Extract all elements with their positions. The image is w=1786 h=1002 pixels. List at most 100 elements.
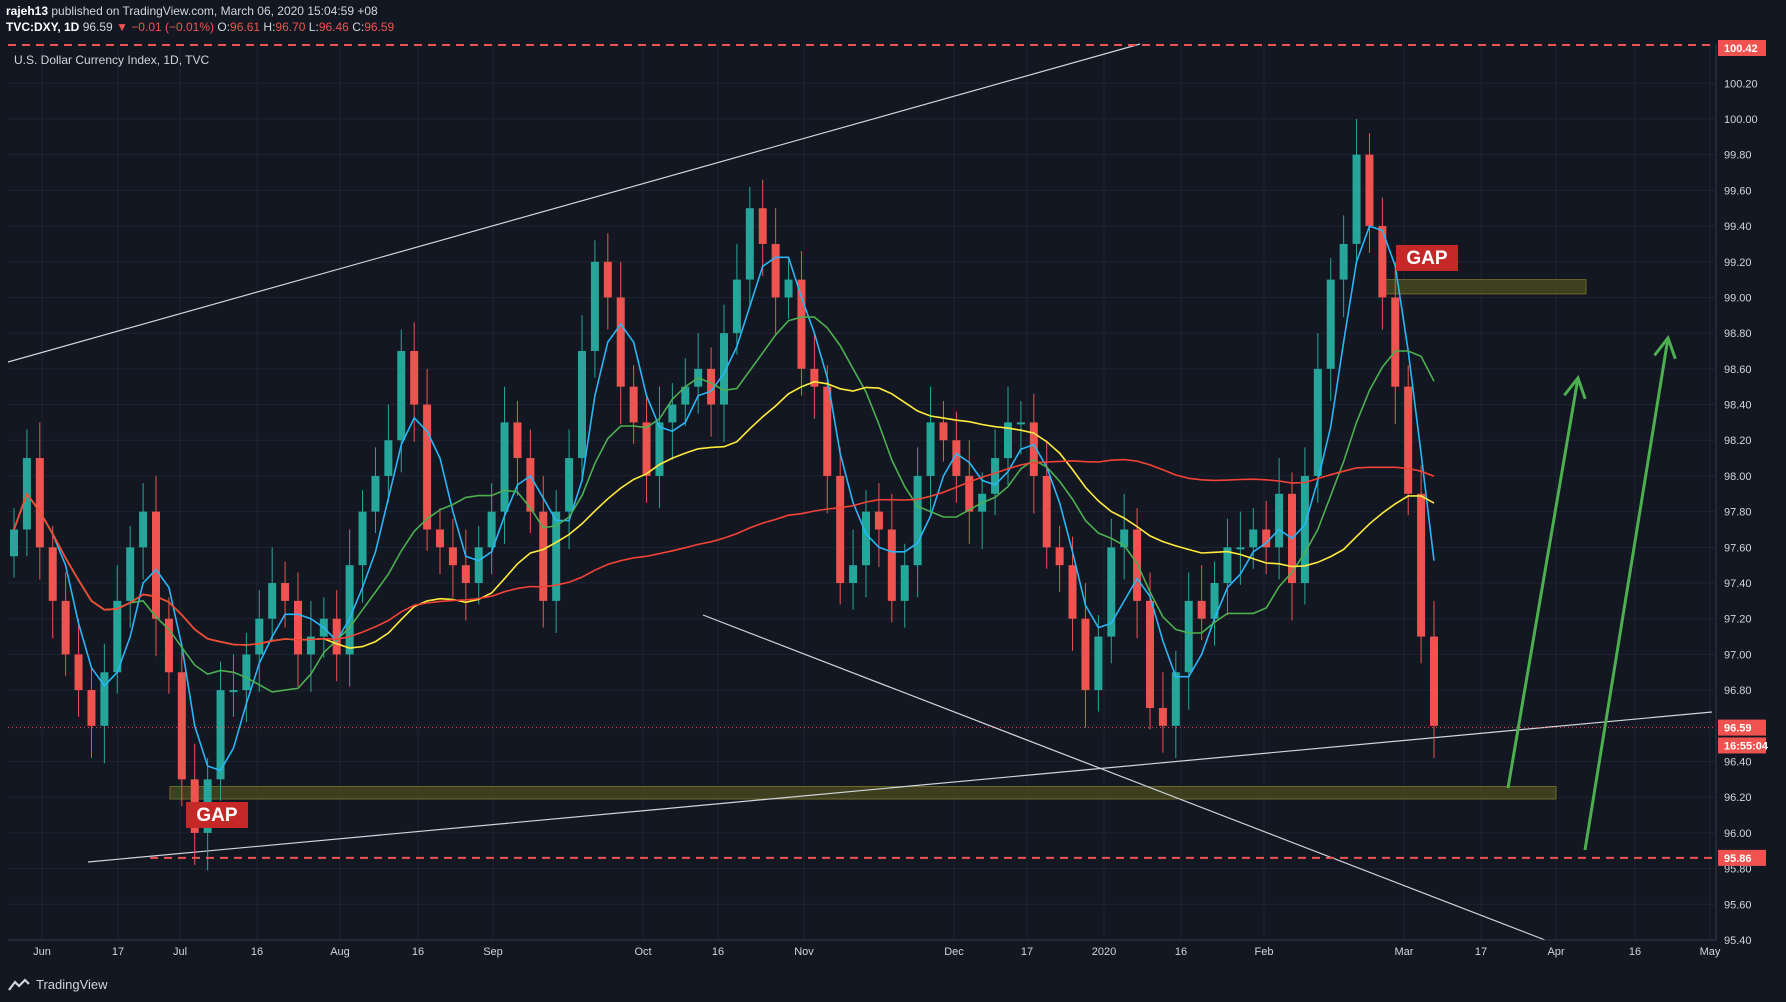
candle-body (1404, 386, 1413, 494)
candle-body (926, 422, 935, 476)
candle-body (255, 618, 264, 655)
candle-body (139, 511, 148, 548)
time-tick-label: 16 (712, 946, 724, 958)
candle-body (1184, 600, 1193, 673)
candle-body (732, 279, 741, 334)
candle-body (294, 600, 302, 655)
price-tick-label: 96.40 (1724, 757, 1752, 769)
candle-body (1236, 547, 1245, 550)
candle-body (1339, 243, 1348, 280)
trendlines (7, 43, 1713, 941)
price-tick-label: 96.00 (1724, 828, 1752, 840)
last-price-tag-bg (1718, 719, 1766, 736)
candle-body (397, 350, 406, 441)
candle-body (939, 422, 948, 441)
candle-body (177, 672, 186, 780)
gap-label-upper: GAP (1406, 248, 1448, 269)
candle-body (306, 636, 315, 655)
price-tick-label: 100.00 (1724, 114, 1758, 126)
candle-body (1378, 226, 1387, 298)
time-tick-label: 2020 (1092, 946, 1116, 958)
time-tick-label: Jul (173, 946, 187, 958)
candle-body (1391, 297, 1400, 387)
price-tick-label: 97.60 (1724, 542, 1752, 554)
candle-body (410, 350, 419, 405)
candle-body (603, 261, 612, 298)
gap-labels: GAP GAP (186, 245, 1458, 828)
tradingview-brand[interactable]: TradingView (8, 977, 108, 992)
candle-body (487, 511, 496, 548)
candle-body (681, 386, 690, 405)
candle-body (1197, 600, 1206, 619)
projection-arrow-1 (1506, 377, 1580, 789)
gap-zones (169, 279, 1587, 800)
price-axis[interactable]: 100.20 100.00 99.80 99.60 99.40 99.20 99.00 98.… (1715, 40, 1786, 947)
price-tick-label: 100.20 (1724, 78, 1758, 90)
chart-footer: TradingView (0, 968, 1786, 1002)
price-tick-label: 98.60 (1724, 364, 1752, 376)
candle-body (745, 208, 754, 280)
candle-body (1352, 154, 1361, 244)
time-tick-label: 17 (1021, 946, 1033, 958)
candle-body (216, 690, 225, 780)
candle-body (784, 279, 793, 298)
candle-body (1068, 565, 1077, 619)
candle-body (461, 565, 470, 584)
candle-body (371, 475, 380, 512)
open-value: 96.61 (230, 20, 261, 34)
projection-arrow-1-head (1563, 374, 1587, 400)
candle-body (862, 511, 870, 566)
symbol-label[interactable]: TVC:DXY, 1D (6, 20, 80, 34)
candle-body (991, 458, 1000, 494)
price-tick-label: 97.20 (1724, 614, 1752, 626)
last-price: 96.59 (82, 20, 113, 34)
price-levels (8, 44, 1716, 859)
candle-body (500, 422, 509, 512)
time-tick-label: Aug (330, 946, 350, 958)
candle-body (616, 297, 625, 387)
close-value: 96.59 (364, 20, 395, 34)
candle-body (74, 654, 83, 691)
candle-body (1262, 529, 1271, 548)
price-chart[interactable]: GAP GAP 100.20 100.00 99.80 99.60 99.40 99.20 9… (0, 0, 1786, 968)
candle-body (100, 672, 109, 726)
time-tick-label: Nov (794, 946, 814, 958)
candle-body (629, 386, 638, 423)
candle-body (810, 368, 819, 387)
price-tick-label: 98.80 (1724, 328, 1752, 340)
candle-body (1107, 547, 1116, 637)
support-level-tag-bg (1718, 849, 1766, 866)
candle-body (281, 583, 290, 601)
candle-body (448, 547, 457, 566)
gap-zone-lower (169, 786, 1557, 800)
price-tick-label: 98.40 (1724, 400, 1752, 412)
publish-date: published on TradingView.com, March 06, … (51, 4, 378, 18)
gap-label-upper-bg (1396, 245, 1458, 271)
low-value: 96.46 (318, 20, 349, 34)
candle-body (1171, 672, 1180, 726)
price-tick-label: 99.60 (1724, 185, 1752, 197)
time-tick-label: 16 (412, 946, 424, 958)
time-tick-label: 17 (1475, 946, 1487, 958)
candle-body (1120, 529, 1129, 548)
candle-body (1430, 636, 1438, 726)
candle-body (1016, 422, 1025, 425)
candle-body (1055, 547, 1064, 566)
price-tick-label: 97.00 (1724, 649, 1752, 661)
time-axis[interactable]: Jun 17 Jul 16 Aug 16 Sep Oct 16 Nov Dec 17 2020 16 Feb… (8, 939, 1721, 958)
price-tick-label: 98.00 (1724, 471, 1752, 483)
high-value: 96.70 (275, 20, 306, 34)
price-tick-label: 97.80 (1724, 507, 1752, 519)
candle-body (578, 350, 586, 459)
time-tick-label: May (1700, 946, 1721, 958)
moving-averages (13, 225, 1435, 772)
candle-body (655, 422, 664, 476)
price-axis-bg (1716, 44, 1786, 940)
price-tick-label: 98.20 (1724, 435, 1752, 447)
candle-body (164, 618, 173, 673)
candle-body (642, 422, 651, 476)
author-name[interactable]: rajeh13 (6, 4, 49, 18)
price-tick-label: 96.80 (1724, 685, 1752, 697)
candle-body (526, 458, 535, 512)
candle-body (113, 600, 122, 673)
